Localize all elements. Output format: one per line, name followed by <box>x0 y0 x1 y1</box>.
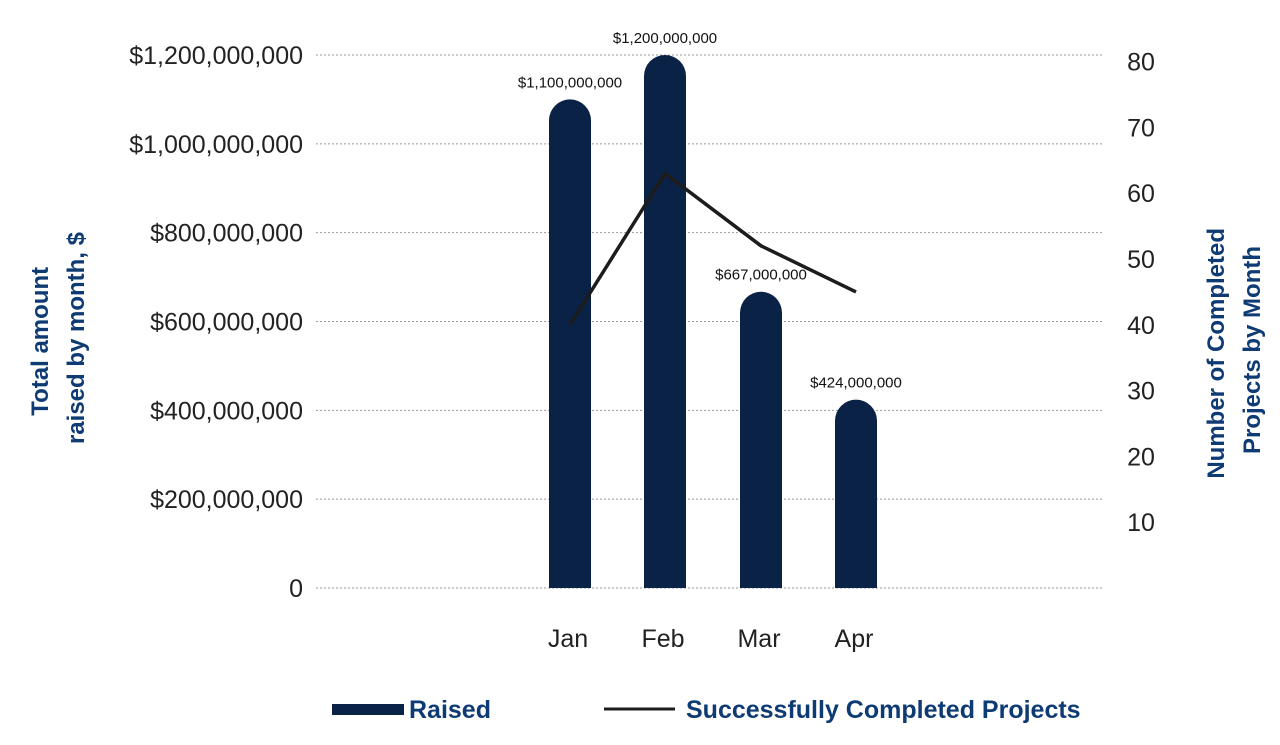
bar-mar <box>740 291 782 588</box>
bar-value-label: $1,200,000,000 <box>613 30 717 47</box>
left-tick-label: $1,200,000,000 <box>129 42 303 70</box>
bar-value-label: $667,000,000 <box>715 267 807 284</box>
left-tick-label: $1,000,000,000 <box>129 131 303 159</box>
gridlines <box>316 54 1103 589</box>
left-tick-label: $400,000,000 <box>150 397 303 425</box>
left-axis-title-line-2: raised by month, $ <box>63 231 90 444</box>
bar-value-label: $1,100,000,000 <box>518 74 622 91</box>
right-tick-label: 80 <box>1127 49 1155 77</box>
x-tick-label: Jan <box>548 625 588 653</box>
legend-swatch-raised <box>332 704 404 715</box>
left-axis-title: Total amount raised by month, $ <box>27 231 90 444</box>
right-axis-title-line-1: Number of Completed <box>1203 228 1230 479</box>
left-tick-label: $200,000,000 <box>150 486 303 514</box>
right-axis-ticks: 10 20 30 40 50 60 70 80 <box>1127 49 1155 538</box>
left-tick-label: 0 <box>289 575 303 603</box>
x-tick-label: Feb <box>641 625 684 653</box>
right-tick-label: 30 <box>1127 378 1155 406</box>
right-tick-label: 50 <box>1127 246 1155 274</box>
left-tick-label: $800,000,000 <box>150 220 303 248</box>
right-tick-label: 40 <box>1127 312 1155 340</box>
right-tick-label: 10 <box>1127 509 1155 537</box>
x-axis-ticks: Jan Feb Mar Apr <box>548 625 874 653</box>
bar-data-labels: $1,100,000,000 $1,200,000,000 $667,000,000… <box>518 30 902 392</box>
bar-apr <box>835 399 877 588</box>
projects-line-layer <box>568 170 857 326</box>
legend-label-raised: Raised <box>409 696 491 724</box>
bar-feb <box>644 55 686 588</box>
right-tick-label: 20 <box>1127 443 1155 471</box>
right-axis-title-line-2: Projects by Month <box>1239 246 1266 454</box>
legend: Raised Successfully Completed Projects <box>332 696 1081 724</box>
x-tick-label: Mar <box>737 625 780 653</box>
right-tick-label: 60 <box>1127 180 1155 208</box>
right-axis-title: Number of Completed Projects by Month <box>1203 221 1266 478</box>
bar-value-label: $424,000,000 <box>810 375 902 392</box>
projects-line <box>568 170 857 326</box>
left-axis-title-line-1: Total amount <box>27 267 54 416</box>
x-tick-label: Apr <box>835 625 874 653</box>
right-tick-label: 70 <box>1127 114 1155 142</box>
left-tick-label: $600,000,000 <box>150 309 303 337</box>
bar-jan <box>549 99 591 588</box>
left-axis-ticks: 0 $200,000,000 $400,000,000 $600,000,000 $80… <box>129 42 303 603</box>
legend-label-projects: Successfully Completed Projects <box>686 696 1081 724</box>
